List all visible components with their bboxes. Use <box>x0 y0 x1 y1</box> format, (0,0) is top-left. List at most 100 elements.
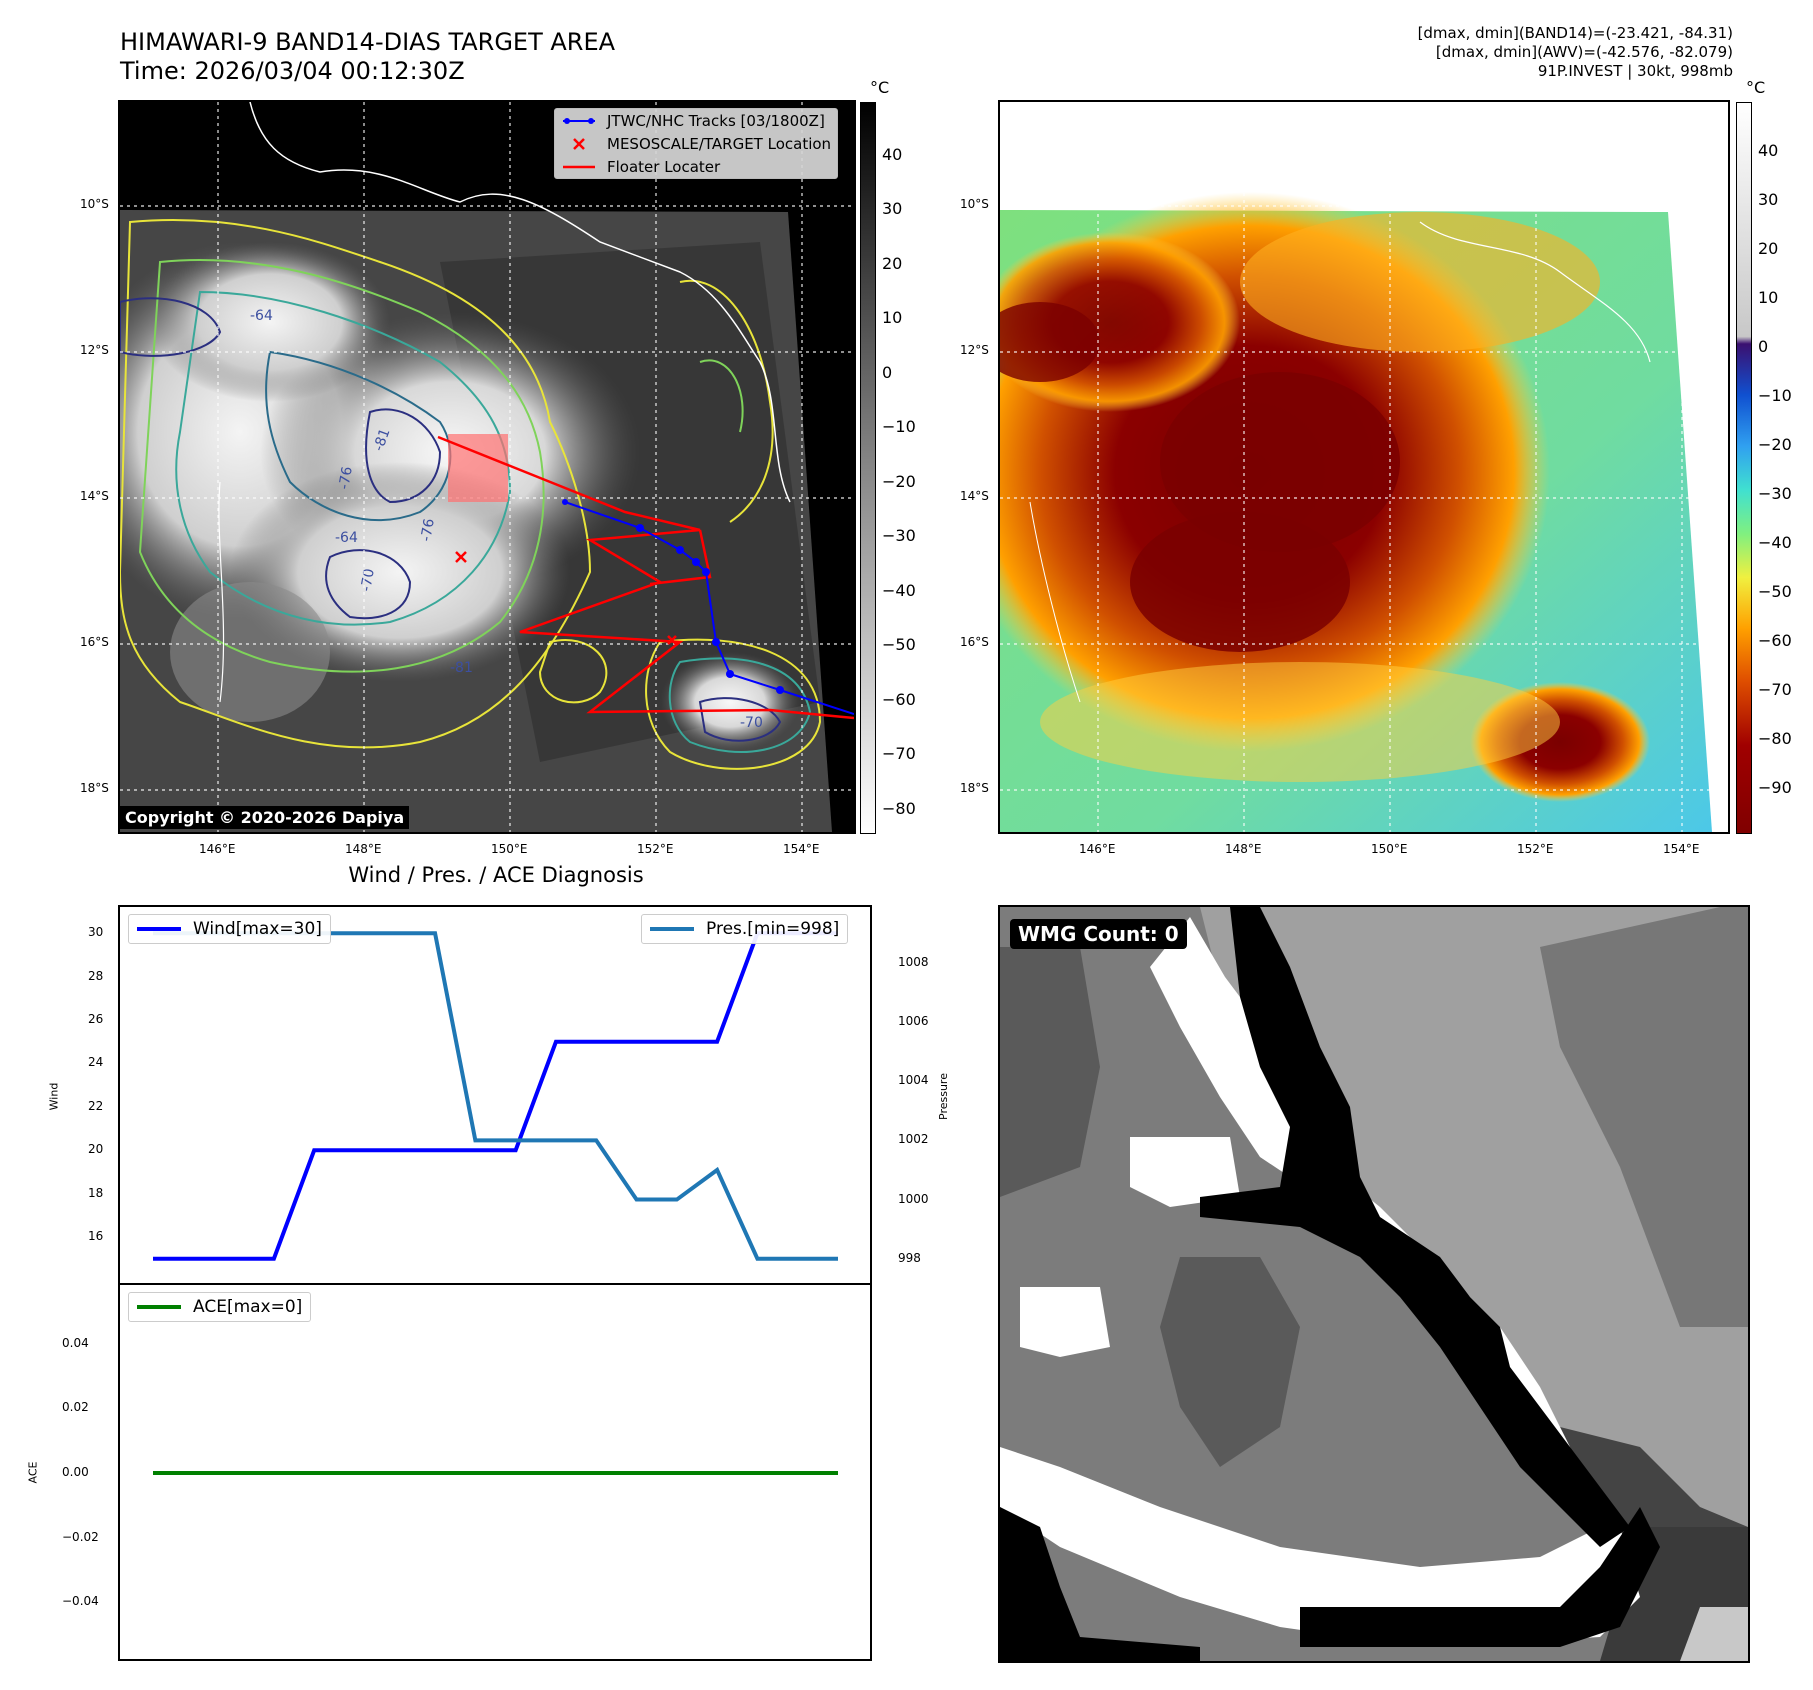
pressure-axis-label: Pressure <box>936 1073 950 1120</box>
ace-tick: 0.04 <box>62 1335 89 1350</box>
lon-tick: 150°E <box>491 842 528 856</box>
contour-label: -70 <box>740 715 763 731</box>
lat-tick: 12°S <box>80 343 109 357</box>
lat-tick: 14°S <box>960 489 989 503</box>
pressure-tick: 1008 <box>898 954 929 969</box>
pressure-tick: 998 <box>898 1250 921 1265</box>
wind-tick: 30 <box>88 925 104 940</box>
contour-label: -70 <box>358 567 378 592</box>
lat-tick: 16°S <box>960 635 989 649</box>
track-line-icon <box>561 113 597 129</box>
ace-tick: −0.02 <box>62 1529 99 1544</box>
ace-tick: −0.04 <box>62 1594 99 1609</box>
ace-tick: 0.00 <box>62 1465 89 1479</box>
wind-tick: 28 <box>88 968 104 983</box>
lat-tick: 16°S <box>80 635 109 649</box>
figure-title: HIMAWARI-9 BAND14-DIAS TARGET AREA Time:… <box>120 28 615 86</box>
legend-label: Floater Locater <box>607 157 721 176</box>
lon-tick: 146°E <box>199 842 236 856</box>
contour-label: -81 <box>450 660 473 676</box>
wind-pres-chart <box>118 905 872 1285</box>
contour-label: -76 <box>336 465 356 490</box>
lat-tick: 14°S <box>80 489 109 503</box>
cb-tick: −70 <box>882 744 916 763</box>
map-legend: JTWC/NHC Tracks [03/1800Z] MESOSCALE/TAR… <box>554 108 839 179</box>
ace-legend-label: ACE[max=0] <box>193 1297 303 1317</box>
wmg-panel <box>998 905 1750 1663</box>
cb-tick: 0 <box>882 363 893 382</box>
wind-tick: 26 <box>88 1012 104 1027</box>
cb-tick: 10 <box>882 308 903 327</box>
lon-tick: 154°E <box>1663 842 1700 856</box>
cb-tick: −30 <box>882 526 916 545</box>
cb-tick: −20 <box>1758 435 1792 454</box>
cb-tick: 30 <box>1758 190 1779 209</box>
gray-colorbar-unit: °C <box>870 78 890 97</box>
cb-tick: −80 <box>882 799 916 818</box>
cb-tick: −50 <box>882 635 916 654</box>
lon-tick: 152°E <box>1517 842 1554 856</box>
cb-tick: −10 <box>1758 386 1792 405</box>
pressure-tick: 1000 <box>898 1191 929 1206</box>
pressure-tick: 1004 <box>898 1073 929 1088</box>
awv-map-panel <box>998 100 1730 834</box>
wind-tick: 18 <box>88 1185 104 1200</box>
contour-labels: -81 -76 -70 -64 -64 -81 -76 -70 <box>250 308 763 731</box>
lon-tick: 150°E <box>1371 842 1408 856</box>
legend-item-track: JTWC/NHC Tracks [03/1800Z] <box>555 109 837 132</box>
cb-tick: 20 <box>1758 239 1779 258</box>
diagnosis-title: Wind / Pres. / ACE Diagnosis <box>348 863 644 887</box>
cb-tick: 0 <box>1758 337 1769 356</box>
awv-colorbar-unit: °C <box>1746 78 1766 97</box>
pressure-legend: Pres.[min=998] <box>641 914 849 944</box>
legend-item-floater: Floater Locater <box>555 155 837 178</box>
info-block: [dmax, dmin](BAND14)=(-23.421, -84.31) [… <box>1418 24 1733 81</box>
lon-tick: 152°E <box>637 842 674 856</box>
info-line2: [dmax, dmin](AWV)=(-42.576, -82.079) <box>1435 43 1733 61</box>
cb-tick: −10 <box>882 417 916 436</box>
awv-map-svg <box>1000 102 1728 832</box>
lon-tick: 146°E <box>1079 842 1116 856</box>
cb-tick: −50 <box>1758 582 1792 601</box>
cb-tick: −80 <box>1758 729 1792 748</box>
red-line-icon <box>561 159 597 175</box>
pressure-tick: 1006 <box>898 1014 929 1029</box>
ace-axis-label: ACE <box>26 1461 40 1484</box>
awv-colorbar <box>1736 102 1752 834</box>
lat-tick: 10°S <box>80 197 109 211</box>
ace-tick: 0.02 <box>62 1400 89 1415</box>
pressure-legend-label: Pres.[min=998] <box>706 919 840 939</box>
legend-item-target: MESOSCALE/TARGET Location <box>555 132 837 155</box>
ace-chart <box>118 1283 872 1661</box>
wind-tick: 20 <box>88 1142 104 1157</box>
contour-label: -64 <box>250 308 273 324</box>
x-marker-icon <box>561 136 597 152</box>
contour-label: -76 <box>418 517 438 542</box>
cb-tick: 40 <box>882 145 903 164</box>
cb-tick: −90 <box>1758 778 1792 797</box>
wind-legend-label: Wind[max=30] <box>193 919 322 939</box>
pressure-tick: 1002 <box>898 1132 929 1147</box>
wind-axis-label: Wind <box>47 1082 61 1111</box>
cb-tick: −70 <box>1758 680 1792 699</box>
pressure-legend-swatch <box>650 927 694 931</box>
copyright-badge: Copyright © 2020-2026 Dapiya <box>120 806 410 829</box>
ir-map-panel: -81 -76 -70 -64 -64 -81 -76 -70 <box>118 100 856 834</box>
cb-tick: −60 <box>882 690 916 709</box>
lon-tick: 148°E <box>1225 842 1262 856</box>
title-line1: HIMAWARI-9 BAND14-DIAS TARGET AREA <box>120 28 616 56</box>
wind-tick: 22 <box>88 1098 104 1113</box>
gray-colorbar <box>860 102 876 834</box>
cb-tick: −40 <box>1758 533 1792 552</box>
cb-tick: −20 <box>882 472 916 491</box>
info-line3: 91P.INVEST | 30kt, 998mb <box>1537 62 1733 80</box>
lon-tick: 148°E <box>345 842 382 856</box>
ace-legend-swatch <box>137 1305 181 1309</box>
wind-series-line <box>153 931 838 1261</box>
cb-tick: 30 <box>882 199 903 218</box>
contour-label: -81 <box>371 426 394 453</box>
wind-legend: Wind[max=30] <box>128 914 331 944</box>
wmg-count-badge: WMG Count: 0 <box>1010 919 1187 949</box>
wmg-svg <box>1000 907 1748 1661</box>
wind-legend-swatch <box>137 927 181 931</box>
